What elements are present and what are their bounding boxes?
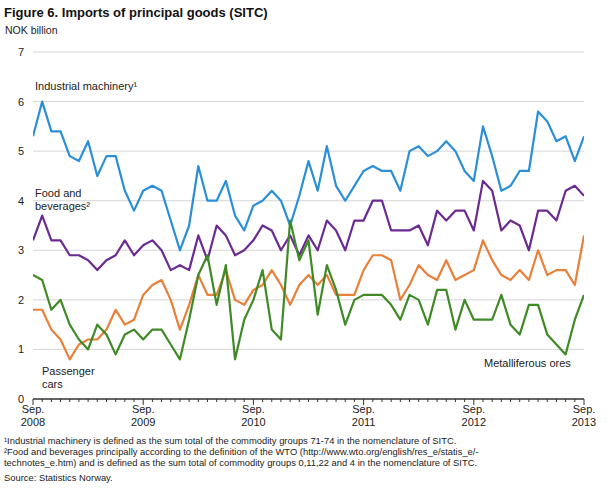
x-tick bbox=[290, 399, 291, 402]
x-tick bbox=[400, 399, 401, 402]
series-line bbox=[33, 181, 584, 270]
x-tick bbox=[152, 399, 153, 402]
x-tick bbox=[262, 399, 263, 402]
y-axis-label: NOK billion bbox=[5, 24, 58, 36]
x-tick-label: Sep.2010 bbox=[241, 403, 265, 428]
grid-line bbox=[33, 151, 584, 152]
y-tick-label: 5 bbox=[18, 145, 24, 157]
x-tick bbox=[510, 399, 511, 402]
x-tick bbox=[299, 399, 300, 402]
x-tick bbox=[189, 399, 190, 402]
x-tick bbox=[161, 399, 162, 402]
grid-line bbox=[33, 52, 584, 53]
x-tick bbox=[519, 399, 520, 402]
x-tick bbox=[216, 399, 217, 402]
series-line bbox=[33, 221, 584, 360]
y-tick-label: 1 bbox=[18, 343, 24, 355]
x-tick bbox=[446, 399, 447, 402]
x-tick bbox=[106, 399, 107, 402]
x-tick bbox=[124, 399, 125, 402]
x-tick bbox=[418, 399, 419, 402]
x-tick bbox=[326, 399, 327, 402]
chart: Figure 6. Imports of principal goods (SI… bbox=[0, 0, 610, 488]
x-tick bbox=[547, 399, 548, 402]
x-tick bbox=[354, 399, 355, 402]
series-label: Passengercars bbox=[42, 365, 95, 390]
x-tick bbox=[317, 399, 318, 402]
x-tick bbox=[455, 399, 456, 402]
x-tick bbox=[115, 399, 116, 402]
x-tick bbox=[409, 399, 410, 402]
x-tick bbox=[391, 399, 392, 402]
x-tick bbox=[78, 399, 79, 402]
x-tick-label: Sep.2012 bbox=[462, 403, 486, 428]
y-tick-label: 2 bbox=[18, 294, 24, 306]
x-tick bbox=[464, 399, 465, 402]
x-tick bbox=[556, 399, 557, 402]
x-tick bbox=[244, 399, 245, 402]
x-tick bbox=[574, 399, 575, 402]
y-tick-label: 4 bbox=[18, 195, 24, 207]
source: Source: Statistics Norway. bbox=[4, 472, 113, 483]
x-tick bbox=[134, 399, 135, 402]
grid bbox=[33, 52, 584, 399]
x-tick bbox=[207, 399, 208, 402]
x-tick-label: Sep.2008 bbox=[21, 403, 45, 428]
x-tick bbox=[225, 399, 226, 402]
footnote: ²Food and beverages principally accordin… bbox=[4, 446, 479, 457]
x-tick bbox=[565, 399, 566, 402]
series-label: Food andbeverages² bbox=[35, 187, 90, 212]
x-tick bbox=[198, 399, 199, 402]
x-tick-label: Sep.2013 bbox=[572, 403, 596, 428]
x-tick bbox=[88, 399, 89, 402]
x-tick bbox=[42, 399, 43, 402]
x-tick-label: Sep.2011 bbox=[352, 403, 376, 428]
x-tick bbox=[60, 399, 61, 402]
x-tick bbox=[437, 399, 438, 402]
grid-line bbox=[33, 101, 584, 102]
x-tick bbox=[170, 399, 171, 402]
x-tick bbox=[97, 399, 98, 402]
x-tick bbox=[179, 399, 180, 402]
x-tick bbox=[345, 399, 346, 402]
x-tick bbox=[381, 399, 382, 402]
y-tick-label: 7 bbox=[18, 46, 24, 58]
title: Figure 6. Imports of principal goods (SI… bbox=[4, 5, 268, 20]
grid-line bbox=[33, 250, 584, 251]
series-label: Metalliferous ores bbox=[484, 357, 571, 369]
x-tick bbox=[308, 399, 309, 402]
footnote: ¹Industrial machinery is defined as the … bbox=[4, 435, 456, 446]
x-tick bbox=[528, 399, 529, 402]
x-tick bbox=[271, 399, 272, 402]
footnote: technotes_e.htm) and is defined as the s… bbox=[4, 457, 477, 468]
grid-line bbox=[33, 299, 584, 300]
grid-line bbox=[33, 200, 584, 201]
x-tick bbox=[69, 399, 70, 402]
x-tick bbox=[482, 399, 483, 402]
x-tick bbox=[235, 399, 236, 402]
y-tick-label: 6 bbox=[18, 96, 24, 108]
x-tick bbox=[51, 399, 52, 402]
x-tick-label: Sep.2009 bbox=[131, 403, 155, 428]
x-tick bbox=[501, 399, 502, 402]
series-label: Industrial machinery¹ bbox=[35, 80, 137, 92]
grid-line bbox=[33, 349, 584, 350]
x-tick bbox=[492, 399, 493, 402]
y-tick-label: 3 bbox=[18, 244, 24, 256]
x-tick bbox=[336, 399, 337, 402]
x-tick bbox=[538, 399, 539, 402]
x-tick bbox=[280, 399, 281, 402]
lines bbox=[33, 102, 584, 360]
x-tick bbox=[372, 399, 373, 402]
x-tick bbox=[427, 399, 428, 402]
